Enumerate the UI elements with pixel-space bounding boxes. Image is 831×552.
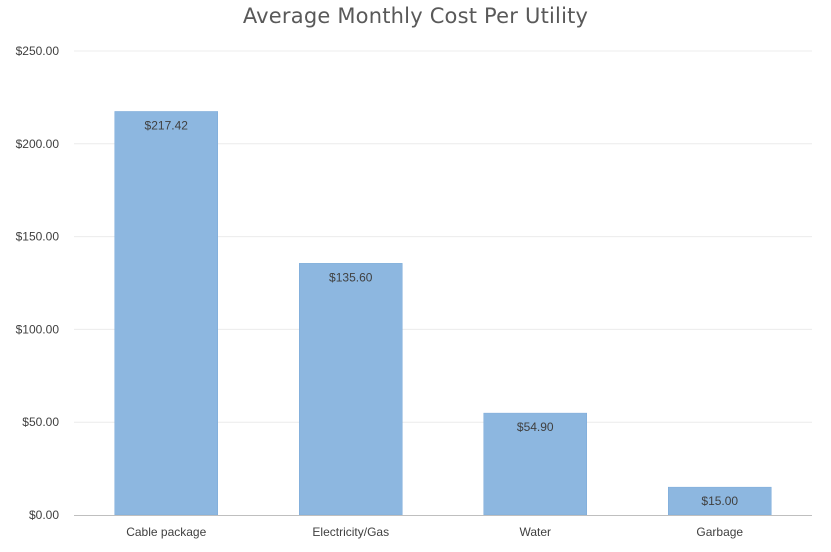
bar: [483, 412, 587, 516]
y-tick-label: $100.00: [16, 322, 60, 336]
y-tick-label: $50.00: [22, 415, 59, 429]
data-label: $15.00: [701, 494, 738, 508]
y-tick-label: $150.00: [16, 230, 60, 244]
bar: [114, 111, 218, 516]
y-tick-label: $0.00: [29, 508, 59, 522]
x-axis-category-labels: Cable package Electricity/Gas Water Garbage: [126, 525, 743, 539]
y-tick-label: $200.00: [16, 137, 60, 151]
bar: [668, 486, 772, 516]
data-label: $135.60: [329, 270, 373, 284]
x-tick-label: Cable package: [126, 525, 206, 539]
x-tick-label: Electricity/Gas: [312, 525, 389, 539]
bars: [114, 111, 772, 516]
data-label: $54.90: [517, 420, 554, 434]
chart-title: Average Monthly Cost Per Utility: [242, 4, 589, 28]
y-axis-tick-labels: $0.00 $50.00 $100.00 $150.00 $200.00 $250.00: [16, 44, 60, 522]
bar: [299, 263, 403, 516]
data-labels: $217.42 $135.60 $54.90 $15.00: [145, 118, 739, 508]
y-tick-label: $250.00: [16, 44, 60, 58]
data-label: $217.42: [145, 118, 189, 132]
x-tick-label: Garbage: [696, 525, 743, 539]
x-tick-label: Water: [519, 525, 551, 539]
